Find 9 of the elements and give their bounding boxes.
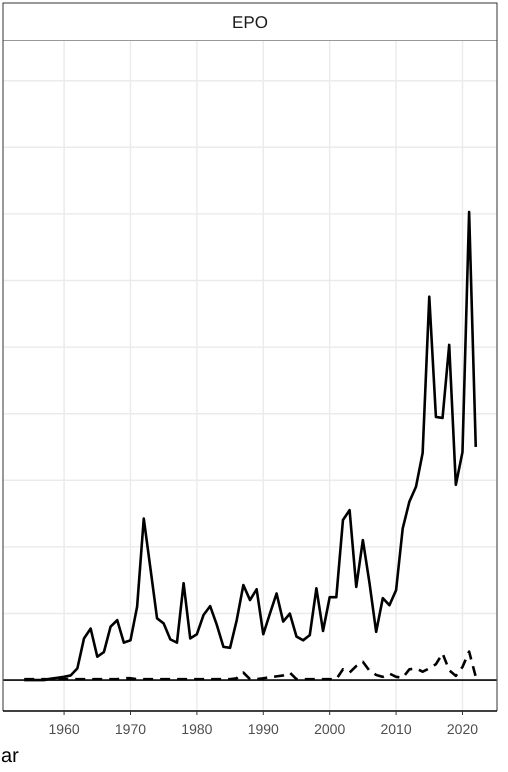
chart-title: EPO — [232, 13, 268, 32]
x-tick-label: 1970 — [114, 721, 146, 737]
x-tick-label: 2020 — [446, 721, 478, 737]
x-tick-label: 1960 — [48, 721, 80, 737]
x-tick-label: 2010 — [380, 721, 412, 737]
x-axis-title: ar — [1, 745, 20, 767]
x-tick-label: 2000 — [314, 721, 346, 737]
x-tick-label: 1980 — [181, 721, 213, 737]
x-tick-label: 1990 — [248, 721, 280, 737]
